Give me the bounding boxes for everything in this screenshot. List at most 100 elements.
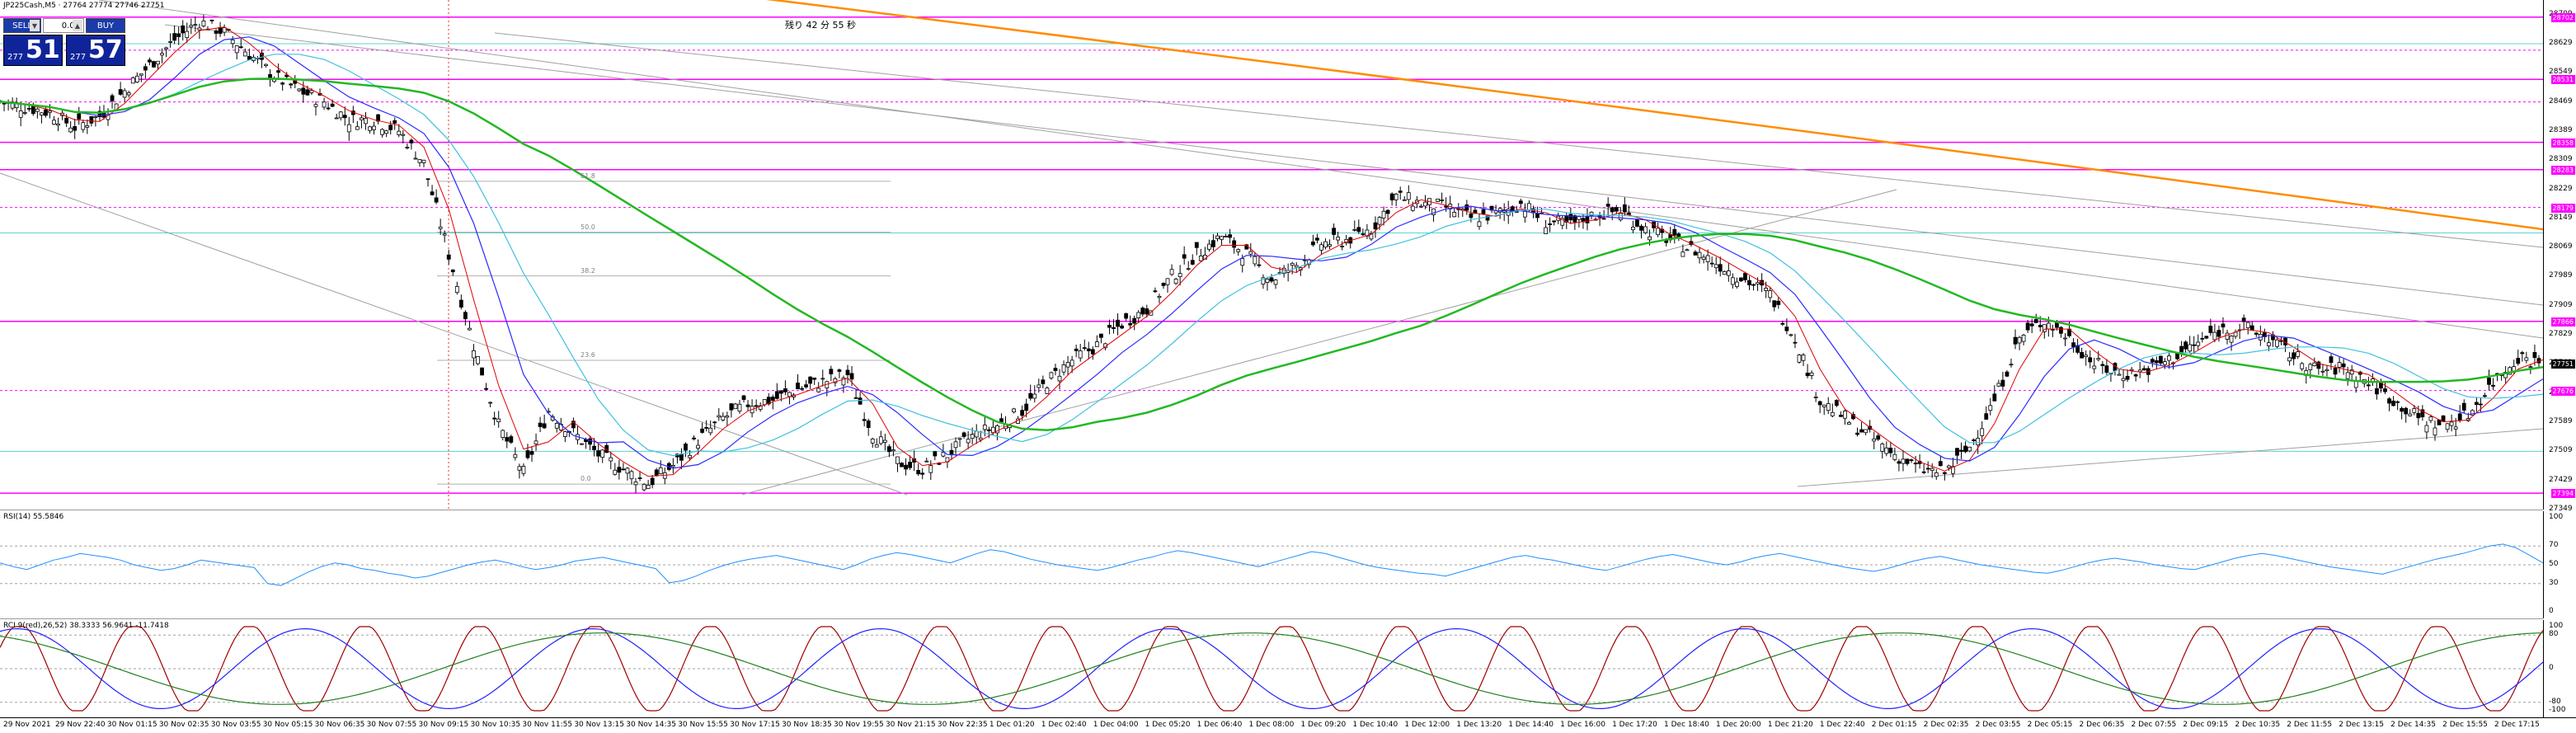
trend-line [98,0,2543,339]
candle-body [1145,308,1149,315]
time-tick-label: 30 Nov 18:35 [782,721,832,729]
candle-body [1281,267,1286,275]
candle-body [1589,211,1594,216]
candle-body [2366,384,2371,387]
candle-body [201,21,206,26]
lot-stepper-icon[interactable]: ▲ [73,20,82,31]
candle-body [1269,277,1274,282]
candle-body [413,157,418,160]
candle-body [1485,215,1490,221]
candle-body [733,403,738,410]
bid-price-box[interactable]: 277 51 [3,35,63,66]
candle-body [2300,363,2305,369]
candle-body [334,117,339,120]
candle-body [2033,319,2038,323]
candle-body [1273,280,1278,285]
candle-body [2424,425,2429,433]
candle-body [401,134,406,136]
one-click-trading-panel[interactable]: SELL ▼ 0.00 ▲ BUY 277 51 277 57 [3,18,125,66]
candle-body [2000,379,2005,387]
candle-body [1522,210,1527,218]
candle-body [48,110,52,113]
candle-body [185,31,190,39]
candle-body [1946,465,1951,468]
candle-body [1074,348,1079,351]
rci-medium-line [0,627,2543,710]
time-tick-label: 1 Dec 22:40 [1819,721,1865,729]
candle-body [1069,359,1074,367]
candle-body [368,126,372,131]
candle-body [2071,342,2075,348]
candle-body [2005,371,2010,377]
candle-body [322,101,327,108]
time-tick-label: 2 Dec 14:35 [2390,721,2436,729]
candle-body [1776,300,1781,305]
candle-body [1436,198,1440,202]
candle-body [1037,384,1041,388]
candle-body [1220,236,1224,240]
price-axis[interactable]: 2870928629285492846928389283092822928149… [2543,0,2576,513]
candle-body [417,158,422,163]
candle-body [1909,459,1914,462]
candle-body [77,113,82,120]
candle-body [704,427,709,429]
candle-body [953,441,958,449]
candle-body [1319,244,1323,251]
time-axis[interactable]: 29 Nov 2021 29 Nov 22:40 30 Nov 01:15 30 No… [0,717,2576,733]
candle-body [1240,258,1245,266]
candle-body [126,92,131,96]
candle-body [2275,339,2279,347]
candle-body [2383,388,2387,392]
candle-body [2391,400,2395,406]
candle-body [837,369,842,372]
candle-body [2141,368,2146,371]
candle-body [31,106,35,115]
price-level-tag: 28283 [2550,165,2575,175]
price-chart-canvas[interactable] [0,0,2543,510]
candle-body [1984,413,1989,420]
rsi-pane[interactable]: RSI(14) 55.5846 [0,511,2543,619]
candle-body [2204,336,2209,339]
rci-axis[interactable]: 100 80 0 -80 -100 [2543,620,2576,717]
price-level-tag: 27394 [2550,489,2575,499]
candle-body [2183,341,2188,350]
candle-body [118,89,123,95]
rsi-axis[interactable]: 100 70 50 30 0 [2543,511,2576,618]
candle-body [1817,401,1822,406]
candle-body [1797,355,1802,363]
rci-pane[interactable]: RCI 9(red),26,52) 38.3333 56.9641 -11.74… [0,620,2543,718]
candle-body [1992,393,1997,402]
candle-body [2441,415,2446,422]
buy-button[interactable]: BUY [86,18,125,33]
candle-body [1481,209,1486,214]
candle-body [900,463,904,468]
candle-body [1843,411,1847,419]
candle-body [1224,236,1228,237]
candle-body [2175,353,2179,359]
candle-body [2088,357,2093,363]
candle-body [1178,273,1182,277]
candle-body [1730,277,1735,285]
time-tick-label: 30 Nov 07:55 [366,721,417,729]
candle-body [2308,364,2313,370]
candle-body [1527,203,1531,211]
candle-body [2312,362,2317,366]
ask-price-box[interactable]: 277 57 [66,35,125,66]
candle-body [1789,334,1793,336]
candle-body [1464,204,1469,211]
candle-body [1801,355,1806,361]
time-tick-label: 30 Nov 10:35 [470,721,521,729]
candle-body [908,462,912,468]
candle-body [301,87,306,95]
candle-body [1124,313,1129,319]
bar-countdown: 残り 42 分 55 秒 [785,20,856,31]
candle-body [1094,341,1099,347]
main-price-pane[interactable]: JP225Cash,M5 · 27764 27774 27746 27751 残… [0,0,2543,510]
candle-body [1988,405,1993,411]
candle-body [1834,400,1839,406]
trend-line [0,172,908,496]
time-tick-label: 2 Dec 17:15 [2494,721,2540,729]
sell-dropdown-icon[interactable]: ▼ [30,20,40,31]
candle-body [1880,444,1885,452]
